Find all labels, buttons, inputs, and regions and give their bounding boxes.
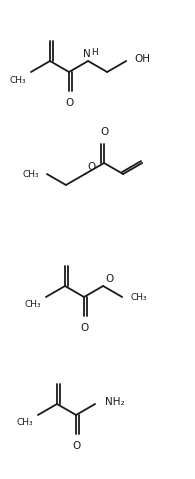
Text: N: N [83,49,91,59]
Text: CH₃: CH₃ [24,300,41,309]
Text: CH₃: CH₃ [16,418,33,427]
Text: H: H [91,48,98,57]
Text: O: O [105,274,113,284]
Text: NH₂: NH₂ [105,397,125,407]
Text: O: O [100,127,108,137]
Text: O: O [80,323,88,333]
Text: CH₃: CH₃ [130,294,147,303]
Text: O: O [65,98,73,108]
Text: OH: OH [134,54,150,64]
Text: O: O [72,441,80,451]
Text: CH₃: CH₃ [22,170,39,179]
Text: CH₃: CH₃ [9,76,26,85]
Text: O: O [87,162,95,172]
